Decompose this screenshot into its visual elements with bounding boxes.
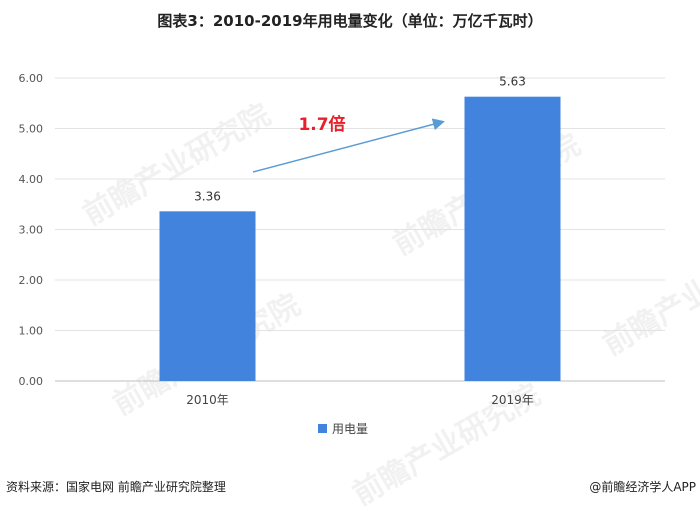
y-tick-label: 2.00 — [19, 274, 44, 287]
bar — [464, 96, 561, 381]
legend-label: 用电量 — [332, 422, 368, 436]
data-label: 3.36 — [194, 189, 221, 203]
chart-title: 图表3：2010-2019年用电量变化（单位：万亿千瓦时） — [157, 12, 543, 30]
y-tick-label: 6.00 — [19, 72, 44, 85]
credit-note: @前瞻经济学人APP — [589, 480, 696, 494]
source-note: 资料来源：国家电网 前瞻产业研究院整理 — [6, 480, 226, 494]
bar — [159, 211, 256, 381]
x-tick-label: 2010年 — [186, 393, 229, 407]
data-label: 5.63 — [499, 75, 526, 89]
x-tick-label: 2019年 — [491, 393, 534, 407]
y-tick-label: 4.00 — [19, 173, 44, 186]
y-tick-label: 5.00 — [19, 123, 44, 136]
legend-swatch — [318, 424, 327, 433]
y-tick-label: 0.00 — [19, 375, 44, 388]
growth-annotation: 1.7倍 — [298, 114, 345, 135]
growth-arrow — [252, 118, 445, 173]
bar-chart: 0.00 1.00 2.00 3.00 4.00 5.00 6.00 3.36 2010年 5.6… — [19, 72, 665, 436]
y-tick-label: 1.00 — [19, 325, 44, 338]
y-tick-label: 3.00 — [19, 224, 44, 237]
